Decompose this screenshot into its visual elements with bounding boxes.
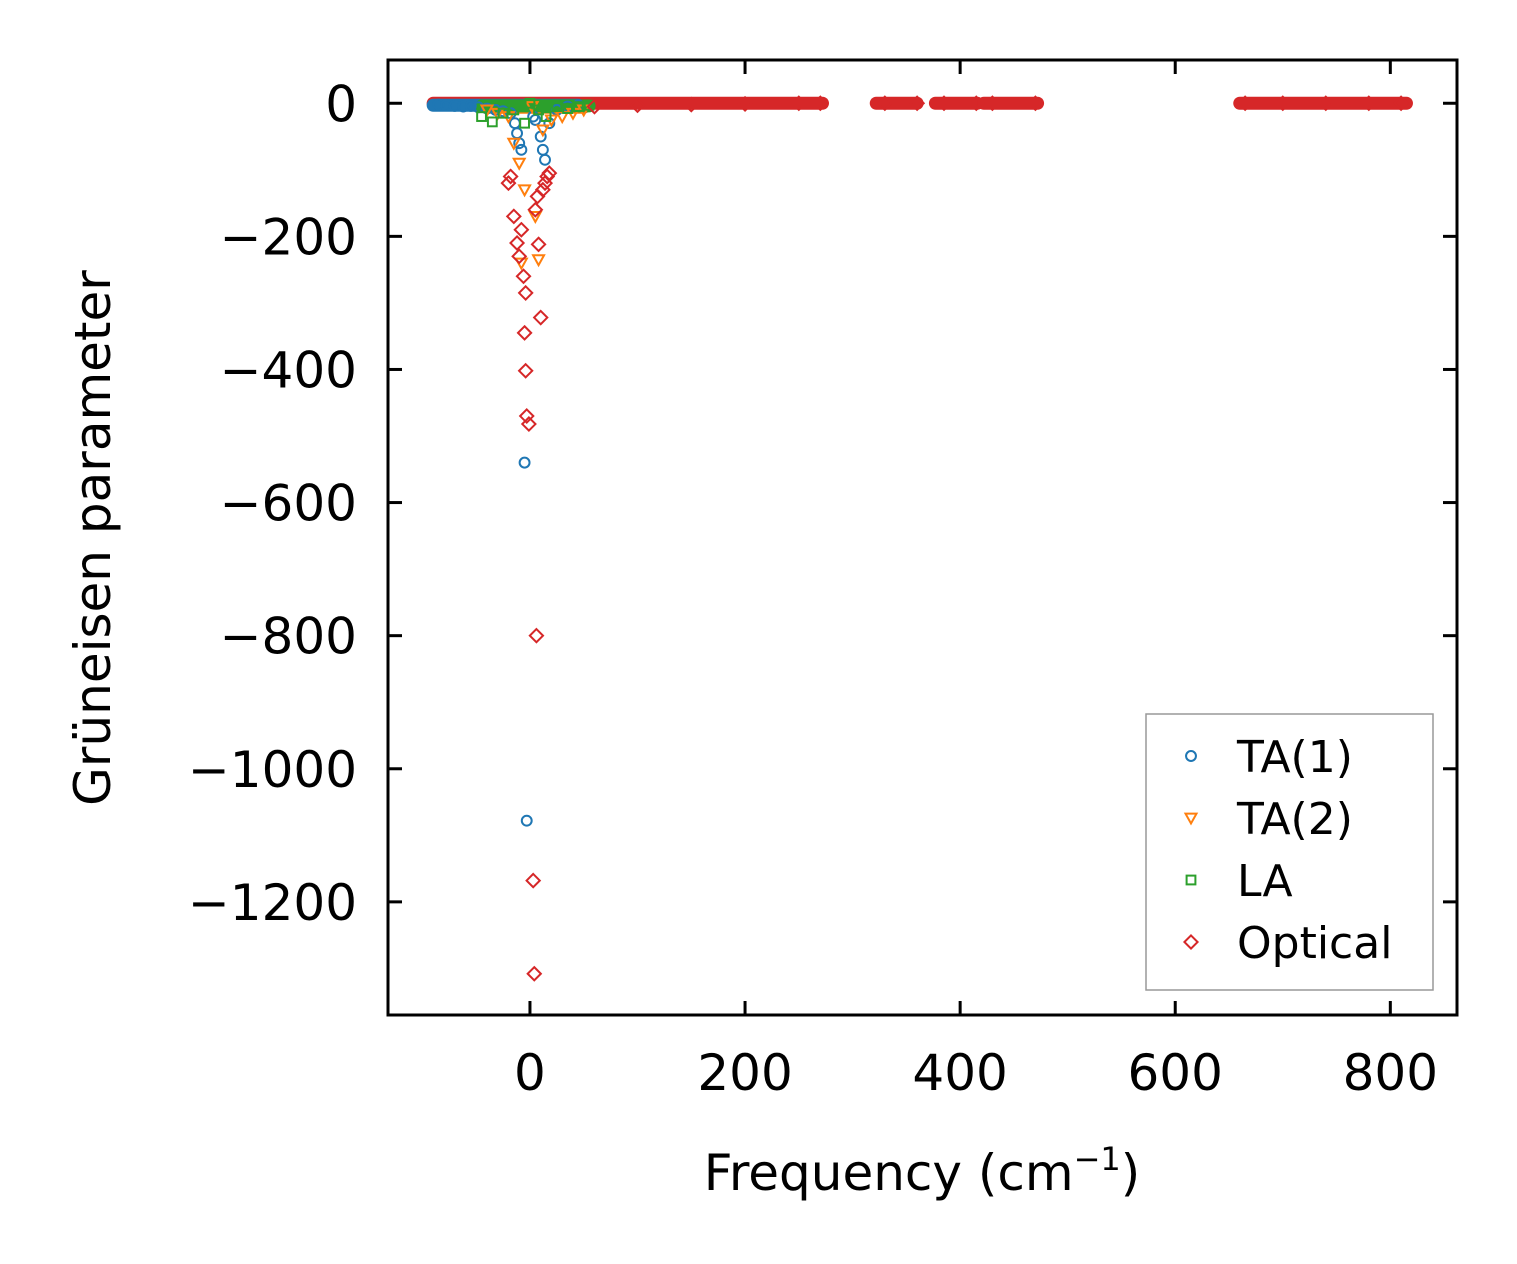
point-la [497, 107, 509, 119]
point-la [533, 104, 544, 116]
point-la [551, 101, 563, 112]
point-optical [527, 201, 544, 218]
point-la [562, 103, 574, 114]
x-tick-label: 400 [912, 1044, 1007, 1102]
x-tick-label: 200 [697, 1044, 792, 1102]
legend-marker-ta-1 [1185, 750, 1197, 762]
axis-ticks [388, 60, 1457, 1015]
point-ta-1 [508, 117, 521, 130]
point-optical [812, 95, 829, 112]
legend-marker-ta-2 [1183, 812, 1199, 826]
point-optical [528, 627, 545, 644]
plot-border [386, 58, 1459, 1017]
point-la [486, 116, 498, 128]
y-tick-label: 0 [325, 75, 357, 133]
legend-marker-optical [1182, 933, 1200, 951]
point-la [524, 97, 536, 109]
point-ta-2 [531, 254, 546, 268]
point-la [476, 111, 487, 122]
y-axis-label: Grüneisen parameter [64, 270, 122, 806]
point-optical [500, 175, 517, 192]
point-optical [520, 416, 537, 433]
point-la [508, 104, 520, 116]
legend-label-ta-1: TA(1) [1236, 732, 1353, 783]
point-ta-2 [479, 104, 495, 118]
legend-label-la: LA [1237, 856, 1293, 907]
point-ta-1 [515, 143, 528, 156]
point-optical [876, 95, 893, 112]
point-optical [586, 98, 603, 115]
y-tick-label: −1000 [188, 741, 357, 799]
point-optical [737, 95, 754, 112]
point-optical [541, 165, 558, 182]
point-optical [509, 234, 526, 252]
point-ta-2 [512, 157, 527, 171]
point-optical [1274, 95, 1291, 112]
point-ta-1 [440, 99, 453, 112]
x-tick-label: 800 [1343, 1044, 1438, 1102]
point-optical [790, 95, 807, 112]
point-optical [683, 96, 700, 113]
point-ta-2 [528, 210, 543, 224]
point-optical [629, 97, 646, 114]
x-tick-label: 600 [1128, 1044, 1223, 1102]
point-optical [909, 95, 926, 112]
point-optical [1317, 95, 1334, 112]
point-ta-2 [517, 184, 532, 198]
point-optical [1027, 95, 1044, 112]
y-tick-labels: 0 −200 −400 −600 −800 −1000 −1200 [188, 75, 357, 932]
point-la [583, 99, 595, 111]
x-axis-label: Frequency (cm−1) [704, 1140, 1141, 1202]
legend-marker-la [1185, 874, 1197, 886]
plot-frame [386, 58, 1459, 1017]
legend-label-optical: Optical [1237, 918, 1392, 969]
point-optical [513, 221, 530, 238]
point-la [519, 117, 530, 129]
point-optical [517, 362, 534, 379]
y-tick-label: −1200 [188, 874, 357, 932]
point-optical [532, 309, 549, 326]
y-tick-label: −600 [220, 475, 357, 533]
scatter-points-layer [432, 95, 1410, 982]
point-optical [526, 965, 543, 982]
point-la [540, 111, 552, 122]
point-optical [511, 248, 528, 265]
legend: TA(1) TA(2) LA Optical [1145, 713, 1434, 991]
point-optical [968, 95, 985, 112]
point-ta-1 [511, 127, 524, 140]
point-ta-2 [535, 124, 551, 138]
x-tick-labels: 0 200 400 600 800 [514, 1044, 1438, 1102]
point-optical [525, 872, 542, 889]
y-tick-label: −400 [220, 341, 357, 399]
point-ta-1 [536, 143, 549, 156]
point-optical [518, 408, 535, 425]
y-tick-label: −200 [220, 208, 357, 266]
y-tick-label: −800 [220, 608, 357, 666]
point-ta-1 [543, 117, 556, 130]
point-optical [515, 268, 532, 285]
point-ta-2 [506, 137, 522, 151]
point-optical [530, 236, 547, 253]
point-optical [984, 95, 1001, 112]
point-optical [935, 95, 953, 112]
point-optical [505, 208, 522, 225]
point-ta-1 [432, 98, 445, 111]
point-ta-1 [457, 100, 470, 113]
point-optical [502, 168, 519, 185]
point-ta-1 [518, 456, 531, 469]
point-ta-1 [448, 99, 461, 112]
x-tick-label: 0 [514, 1044, 546, 1102]
point-ta-1 [520, 814, 533, 827]
point-la [572, 101, 584, 112]
point-optical [517, 284, 534, 301]
point-optical [1237, 95, 1254, 112]
point-optical [1393, 95, 1410, 112]
point-optical [516, 324, 533, 341]
point-ta-1 [464, 99, 477, 112]
legend-label-ta-2: TA(2) [1236, 794, 1353, 845]
point-ta-1 [539, 153, 551, 166]
point-optical [1360, 95, 1377, 112]
